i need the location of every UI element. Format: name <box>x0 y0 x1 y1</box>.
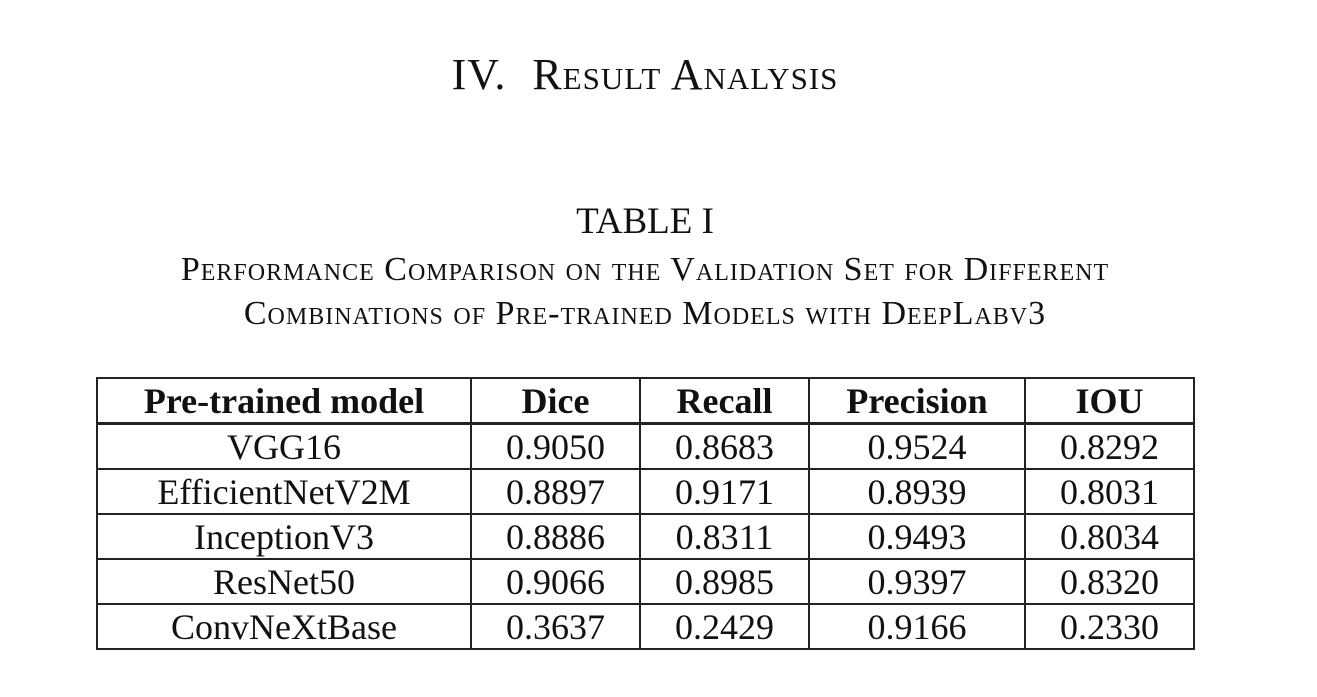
model-cell: InceptionV3 <box>96 513 472 560</box>
table-row: VGG16 0.9050 0.8683 0.9524 0.8292 <box>96 422 1195 470</box>
iou-cell: 0.8292 <box>1024 422 1195 470</box>
iou-cell: 0.8034 <box>1024 513 1195 560</box>
header-cell: Pre-trained model <box>96 377 472 425</box>
precision-cell: 0.9493 <box>808 513 1026 560</box>
table-header-row: Pre-trained model Dice Recall Precision … <box>96 377 1195 425</box>
recall-cell: 0.8683 <box>639 422 810 470</box>
table-label: TABLE I <box>576 201 714 242</box>
model-cell: ConvNeXtBase <box>96 603 472 650</box>
model-cell: VGG16 <box>96 422 472 470</box>
dice-cell: 0.8886 <box>470 513 641 560</box>
header-cell: Recall <box>639 377 810 425</box>
iou-cell: 0.2330 <box>1024 603 1195 650</box>
dice-cell: 0.3637 <box>470 603 641 650</box>
caption-line-1: Performance Comparison on the Validation… <box>180 251 1110 288</box>
precision-cell: 0.9397 <box>808 558 1026 605</box>
iou-cell: 0.8031 <box>1024 468 1195 515</box>
header-cell: Dice <box>470 377 641 425</box>
precision-cell: 0.8939 <box>808 468 1026 515</box>
recall-cell: 0.8985 <box>639 558 810 605</box>
model-cell: EfficientNetV2M <box>96 468 472 515</box>
section-heading: IV. Result Analysis <box>0 50 1290 100</box>
caption-line-2: Combinations of Pre-trained Models with … <box>243 295 1047 332</box>
dice-cell: 0.9066 <box>470 558 641 605</box>
recall-cell: 0.2429 <box>639 603 810 650</box>
iou-cell: 0.8320 <box>1024 558 1195 605</box>
precision-cell: 0.9166 <box>808 603 1026 650</box>
section-title-text: Result Analysis <box>532 50 839 99</box>
recall-cell: 0.8311 <box>639 513 810 560</box>
table-row: EfficientNetV2M 0.8897 0.9171 0.8939 0.8… <box>96 468 1195 515</box>
results-table: Pre-trained model Dice Recall Precision … <box>96 377 1195 650</box>
table-row: InceptionV3 0.8886 0.8311 0.9493 0.8034 <box>96 513 1195 560</box>
table-row: ResNet50 0.9066 0.8985 0.9397 0.8320 <box>96 558 1195 605</box>
header-cell: Precision <box>808 377 1026 425</box>
model-cell: ResNet50 <box>96 558 472 605</box>
header-cell: IOU <box>1024 377 1195 425</box>
table-row: ConvNeXtBase 0.3637 0.2429 0.9166 0.2330 <box>96 603 1195 650</box>
precision-cell: 0.9524 <box>808 422 1026 470</box>
dice-cell: 0.9050 <box>470 422 641 470</box>
section-number: IV. <box>451 50 507 99</box>
table-caption: Performance Comparison on the Validation… <box>0 248 1290 336</box>
recall-cell: 0.9171 <box>639 468 810 515</box>
dice-cell: 0.8897 <box>470 468 641 515</box>
